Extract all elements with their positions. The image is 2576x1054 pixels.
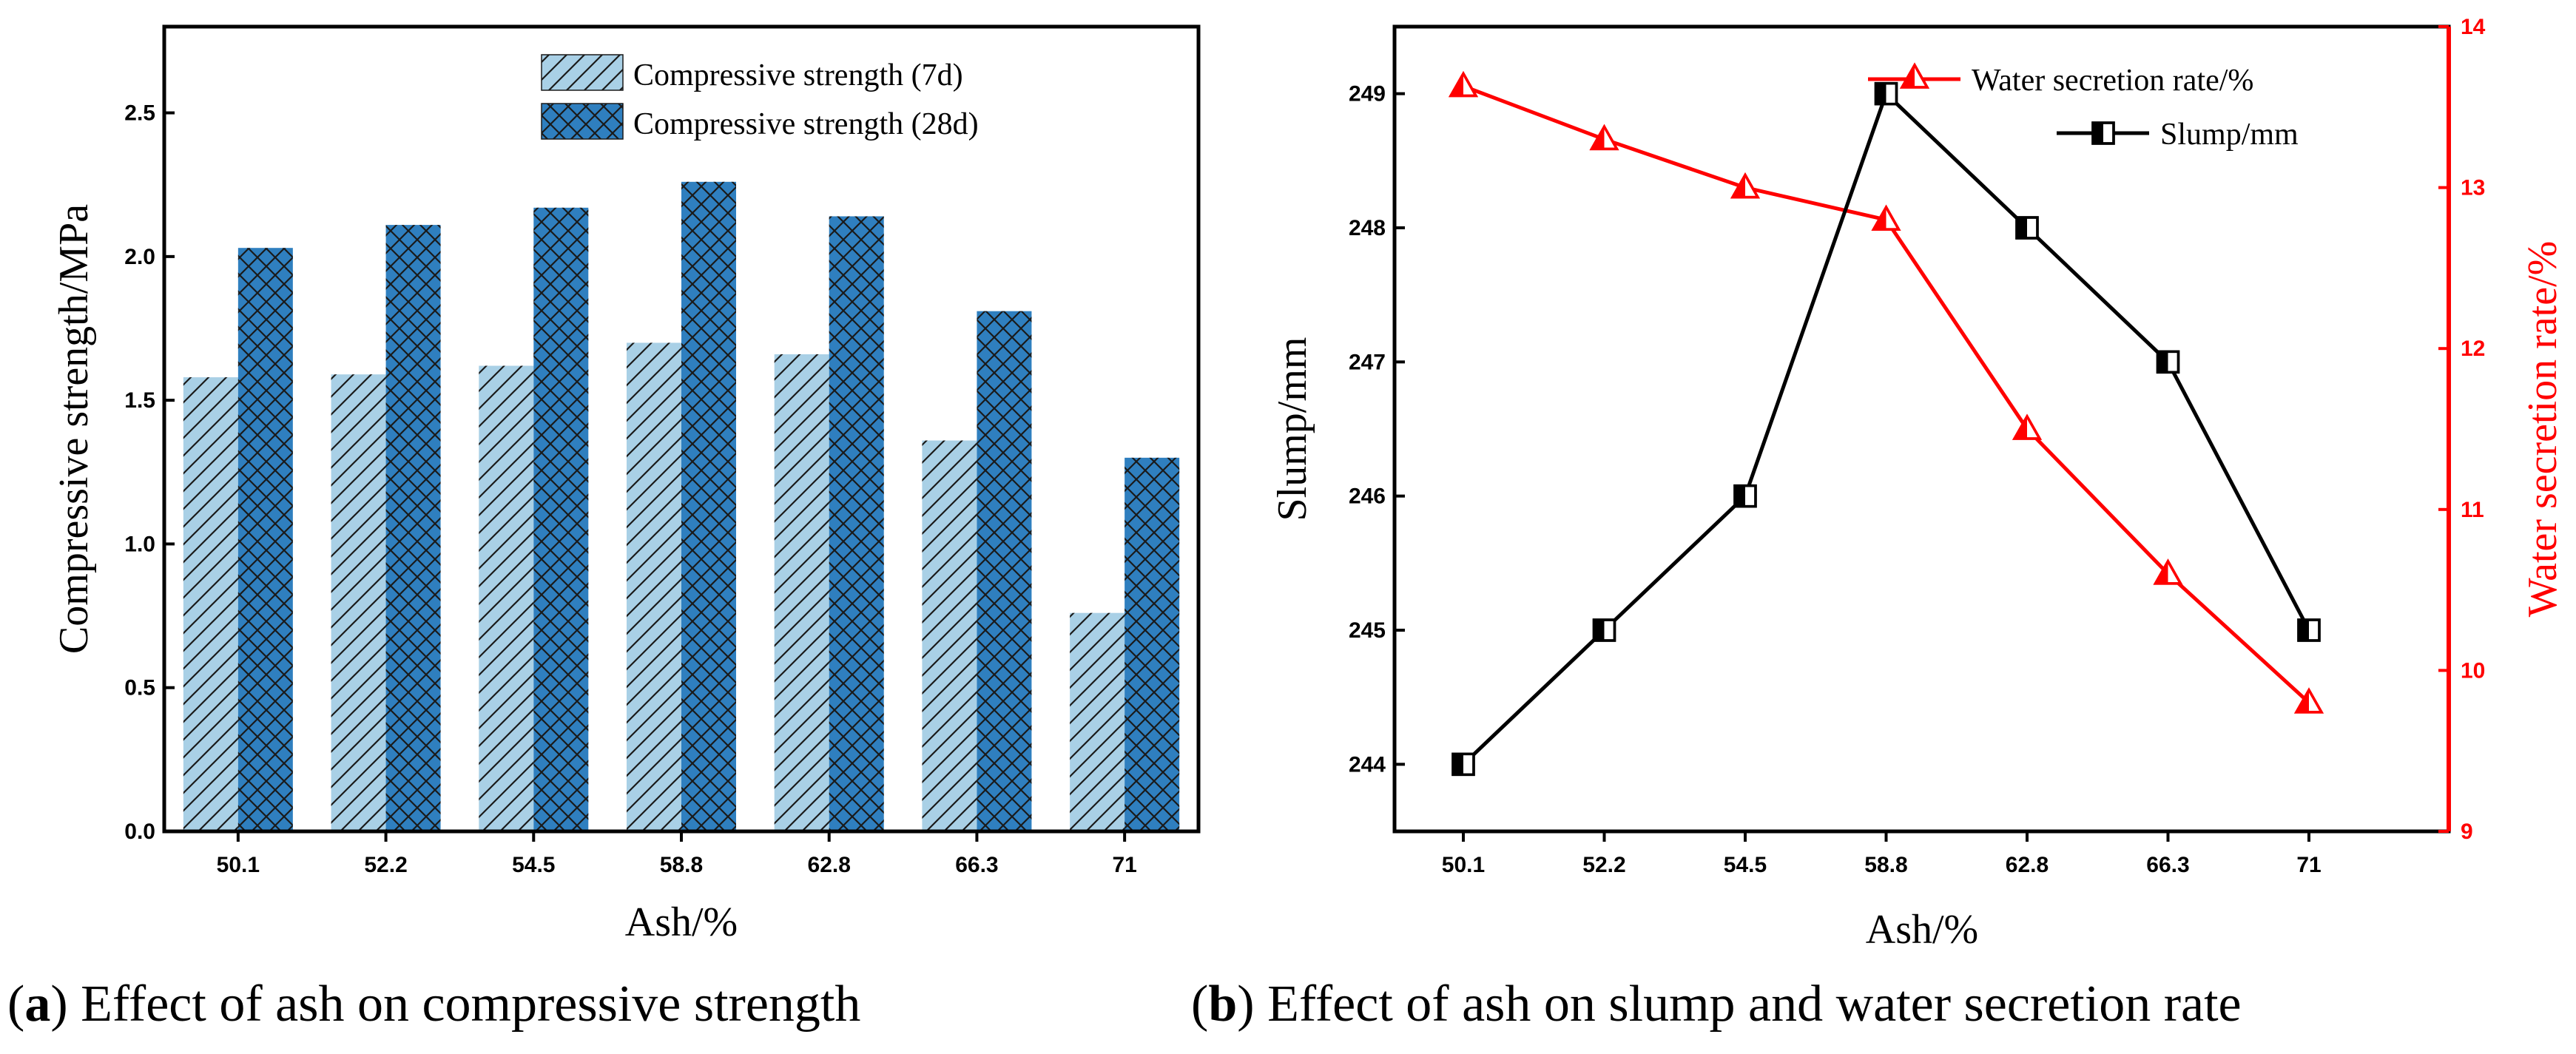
- panel-a-x-tick-label: 62.8: [808, 853, 851, 877]
- panel-b-x-tick-label: 66.3: [2146, 853, 2189, 877]
- panel-a-bars: [183, 181, 1180, 832]
- panel-a-y-tick-label: 2.5: [124, 101, 155, 126]
- bar-28d-71: [1125, 457, 1180, 831]
- series-line-water-secretion: [1463, 84, 2310, 704]
- slump-point-52.2: [1592, 618, 1616, 642]
- panel-b-x-ticks: 50.1 52.2 54.5 58.8 62.8 66.3 71: [1442, 831, 2322, 877]
- panel-b-x-tick-label: 62.8: [2006, 853, 2049, 877]
- bar-28d-62.8: [829, 216, 884, 831]
- water-secretion-point-62.8: [2012, 413, 2043, 440]
- panel-b-x-tick-label: 58.8: [1864, 853, 1907, 877]
- panel-b-left-y-ticks: 244 245 246 247 248 249: [1349, 82, 1405, 777]
- panel-a-bar-chart: 0.0 0.5 1.0 1.5 2.0 2.5 50.1 52.2 54.5 58.8 62.8 6…: [51, 24, 1201, 945]
- panel-b-right-y-tick-label: 9: [2461, 820, 2473, 844]
- bar-28d-50.1: [237, 248, 293, 831]
- water-secretion-point-66.3: [2153, 558, 2183, 585]
- panel-b-left-y-tick-label: 244: [1349, 752, 1386, 777]
- panel-a-y-tick-label: 1.5: [124, 388, 155, 413]
- legend-marker-water: [1899, 62, 1930, 89]
- caption-b: (b) Effect of ash on slump and water sec…: [1191, 976, 2242, 1033]
- bar-28d-58.8: [681, 181, 736, 832]
- panel-b-x-axis-label: Ash/%: [1866, 907, 1978, 953]
- panel-a-y-tick-label: 0.5: [124, 676, 155, 700]
- panel-a-x-axis-label: Ash/%: [625, 899, 738, 945]
- legend-swatch-7d: [541, 54, 624, 91]
- panel-b-left-y-axis-label: Slump/mm: [1270, 337, 1315, 521]
- panel-b-x-tick-label: 50.1: [1442, 853, 1485, 877]
- bar-28d-52.2: [385, 225, 441, 832]
- panel-a-y-ticks: 0.0 0.5 1.0 1.5 2.0 2.5: [124, 101, 175, 844]
- water-secretion-point-52.2: [1589, 124, 1619, 151]
- bar-7d-58.8: [627, 342, 681, 831]
- caption-a: (a) Effect of ash on compressive strengt…: [7, 976, 860, 1033]
- legend-label-28d: Compressive strength (28d): [633, 107, 979, 141]
- panel-b-right-y-ticks: 9 10 11 12 13 14: [2438, 15, 2486, 844]
- panel-b-left-y-tick-label: 247: [1349, 350, 1386, 374]
- panel-b-right-y-axis-label: Water secretion rate/%: [2520, 241, 2566, 618]
- panel-b-right-y-tick-label: 12: [2461, 337, 2485, 361]
- bar-7d-54.5: [479, 365, 534, 831]
- panel-a-x-tick-label: 52.2: [364, 853, 407, 877]
- panel-a-x-tick-label: 66.3: [955, 853, 998, 877]
- legend-marker-slump-square: [2091, 121, 2115, 145]
- slump-point-66.3: [2156, 350, 2180, 374]
- bar-7d-50.1: [183, 377, 238, 831]
- bar-7d-62.8: [774, 354, 829, 831]
- slump-point-50.1: [1451, 752, 1475, 777]
- panel-b-left-y-tick-label: 248: [1349, 216, 1386, 240]
- panel-a-y-tick-label: 0.0: [124, 820, 155, 844]
- legend-marker-water-triangle: [1899, 62, 1930, 89]
- panel-a-y-tick-label: 2.0: [124, 245, 155, 269]
- panel-b-left-y-tick-label: 245: [1349, 618, 1386, 643]
- water-secretion-point-71: [2293, 687, 2324, 714]
- bar-28d-66.3: [977, 311, 1032, 832]
- panel-a-x-tick-label: 54.5: [512, 853, 555, 877]
- water-secretion-point-54.5: [1730, 172, 1761, 199]
- series-line-slump: [1462, 90, 2311, 766]
- panel-b-x-tick-label: 54.5: [1724, 853, 1767, 877]
- water-secretion-point-50.1: [1448, 70, 1479, 98]
- bar-7d-52.2: [331, 374, 386, 832]
- panel-b-left-y-tick-label: 249: [1349, 82, 1386, 107]
- panel-b-series: [1448, 70, 2324, 777]
- slump-point-54.5: [1733, 484, 1757, 508]
- panel-a-x-tick-label: 50.1: [217, 853, 260, 877]
- slump-point-71: [2297, 618, 2321, 642]
- panel-a-y-tick-label: 1.0: [124, 532, 155, 556]
- legend-label-7d: Compressive strength (7d): [633, 58, 963, 92]
- panel-b-right-y-tick-label: 11: [2461, 498, 2484, 522]
- slump-point-62.8: [2015, 216, 2039, 240]
- panel-b-legend: Water secretion rate/% Slump/mm: [1868, 62, 2299, 152]
- panel-a-x-tick-label: 71: [1112, 853, 1136, 877]
- slump-point-58.8: [1874, 81, 1898, 106]
- panel-a-x-ticks: 50.1 52.2 54.5 58.8 62.8 66.3 71: [217, 831, 1137, 877]
- legend-label-water: Water secretion rate/%: [1972, 64, 2253, 98]
- panel-b-left-y-tick-label: 246: [1349, 484, 1386, 509]
- legend-swatch-28d: [541, 103, 624, 140]
- panel-b-x-tick-label: 71: [2296, 853, 2321, 877]
- panel-b-right-y-tick-label: 14: [2461, 15, 2486, 39]
- bar-28d-54.5: [533, 207, 589, 831]
- legend-marker-slump: [2091, 121, 2115, 145]
- bar-7d-66.3: [922, 440, 977, 831]
- panel-b-right-y-tick-label: 10: [2461, 658, 2485, 683]
- legend-label-slump: Slump/mm: [2160, 118, 2299, 152]
- water-secretion-point-58.8: [1871, 204, 1901, 231]
- panel-a-x-tick-label: 58.8: [660, 853, 703, 877]
- panel-b-x-tick-label: 52.2: [1582, 853, 1625, 877]
- bar-7d-71: [1070, 612, 1125, 831]
- panel-b-right-y-tick-label: 13: [2461, 176, 2485, 200]
- panel-a-legend: Compressive strength (7d) Compressive st…: [541, 54, 979, 141]
- panel-a-y-axis-label: Compressive strength/MPa: [51, 204, 97, 654]
